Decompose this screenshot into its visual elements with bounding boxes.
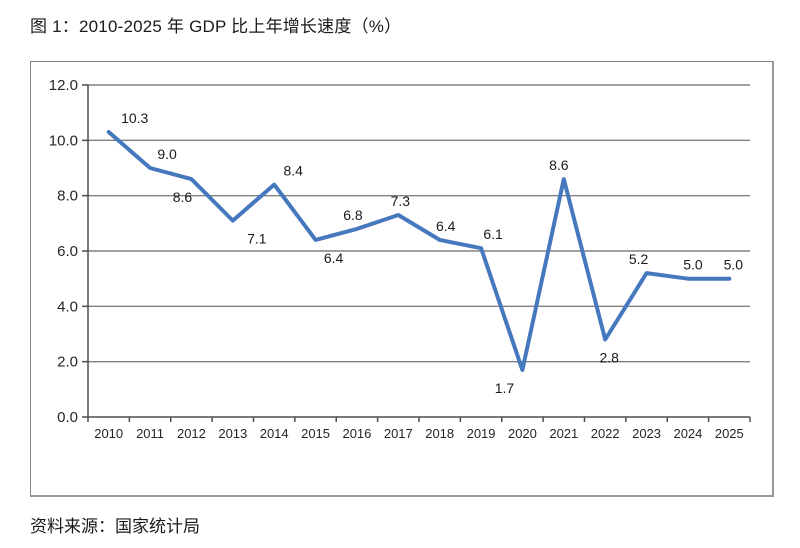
y-tick-label: 12.0	[49, 77, 78, 94]
x-tick-label: 2024	[673, 426, 702, 441]
x-tick-label: 2016	[342, 426, 371, 441]
source-note: 资料来源：国家统计局	[30, 517, 200, 536]
data-label: 9.0	[157, 146, 177, 162]
x-tick-label: 2011	[136, 426, 164, 441]
data-label: 5.0	[724, 257, 744, 273]
data-label: 8.6	[173, 189, 193, 205]
gdp-growth-line-chart: 0.0 2.0 4.0 6.0 8.0 10.0 12.0 2010 2011 2012 2013 2…	[49, 77, 751, 441]
y-tick-label: 4.0	[57, 298, 78, 315]
x-tick-label: 2022	[591, 426, 620, 441]
chart-frame: 0.0 2.0 4.0 6.0 8.0 10.0 12.0 2010 2011 2012 2013 2…	[30, 61, 774, 497]
y-tick-label: 2.0	[57, 354, 78, 371]
x-tick-label: 2013	[218, 426, 247, 441]
data-label: 10.3	[121, 110, 148, 126]
data-label: 8.4	[283, 163, 303, 179]
y-tick-label: 8.0	[57, 188, 78, 205]
x-tick-label: 2012	[177, 426, 206, 441]
y-tick-label: 0.0	[57, 409, 78, 426]
data-label: 7.1	[247, 231, 267, 247]
data-label: 7.3	[391, 193, 411, 209]
x-tick-label: 2010	[94, 426, 123, 441]
data-label: 2.8	[599, 350, 619, 366]
data-label: 5.0	[683, 257, 703, 273]
data-label: 6.1	[483, 226, 503, 242]
x-tick-label: 2021	[549, 426, 578, 441]
x-tick-label: 2019	[467, 426, 496, 441]
x-tick-label: 2014	[260, 426, 289, 441]
x-tick-label: 2018	[425, 426, 454, 441]
x-tick-label: 2015	[301, 426, 330, 441]
gdp-growth-series-line	[106, 130, 732, 372]
y-tick-label: 10.0	[49, 132, 78, 149]
x-tick-label: 2020	[508, 426, 537, 441]
x-tick-label: 2023	[632, 426, 661, 441]
data-label: 6.4	[324, 250, 344, 266]
y-tick-label: 6.0	[57, 243, 78, 260]
data-label: 5.2	[629, 251, 649, 267]
x-tick-label: 2017	[384, 426, 413, 441]
data-label: 8.6	[549, 157, 569, 173]
data-label: 1.7	[495, 380, 515, 396]
data-label: 6.8	[343, 207, 363, 223]
figure-title: 图 1：2010-2025 年 GDP 比上年增长速度（%）	[30, 17, 402, 36]
x-tick-label: 2025	[715, 426, 744, 441]
data-label: 6.4	[436, 218, 456, 234]
